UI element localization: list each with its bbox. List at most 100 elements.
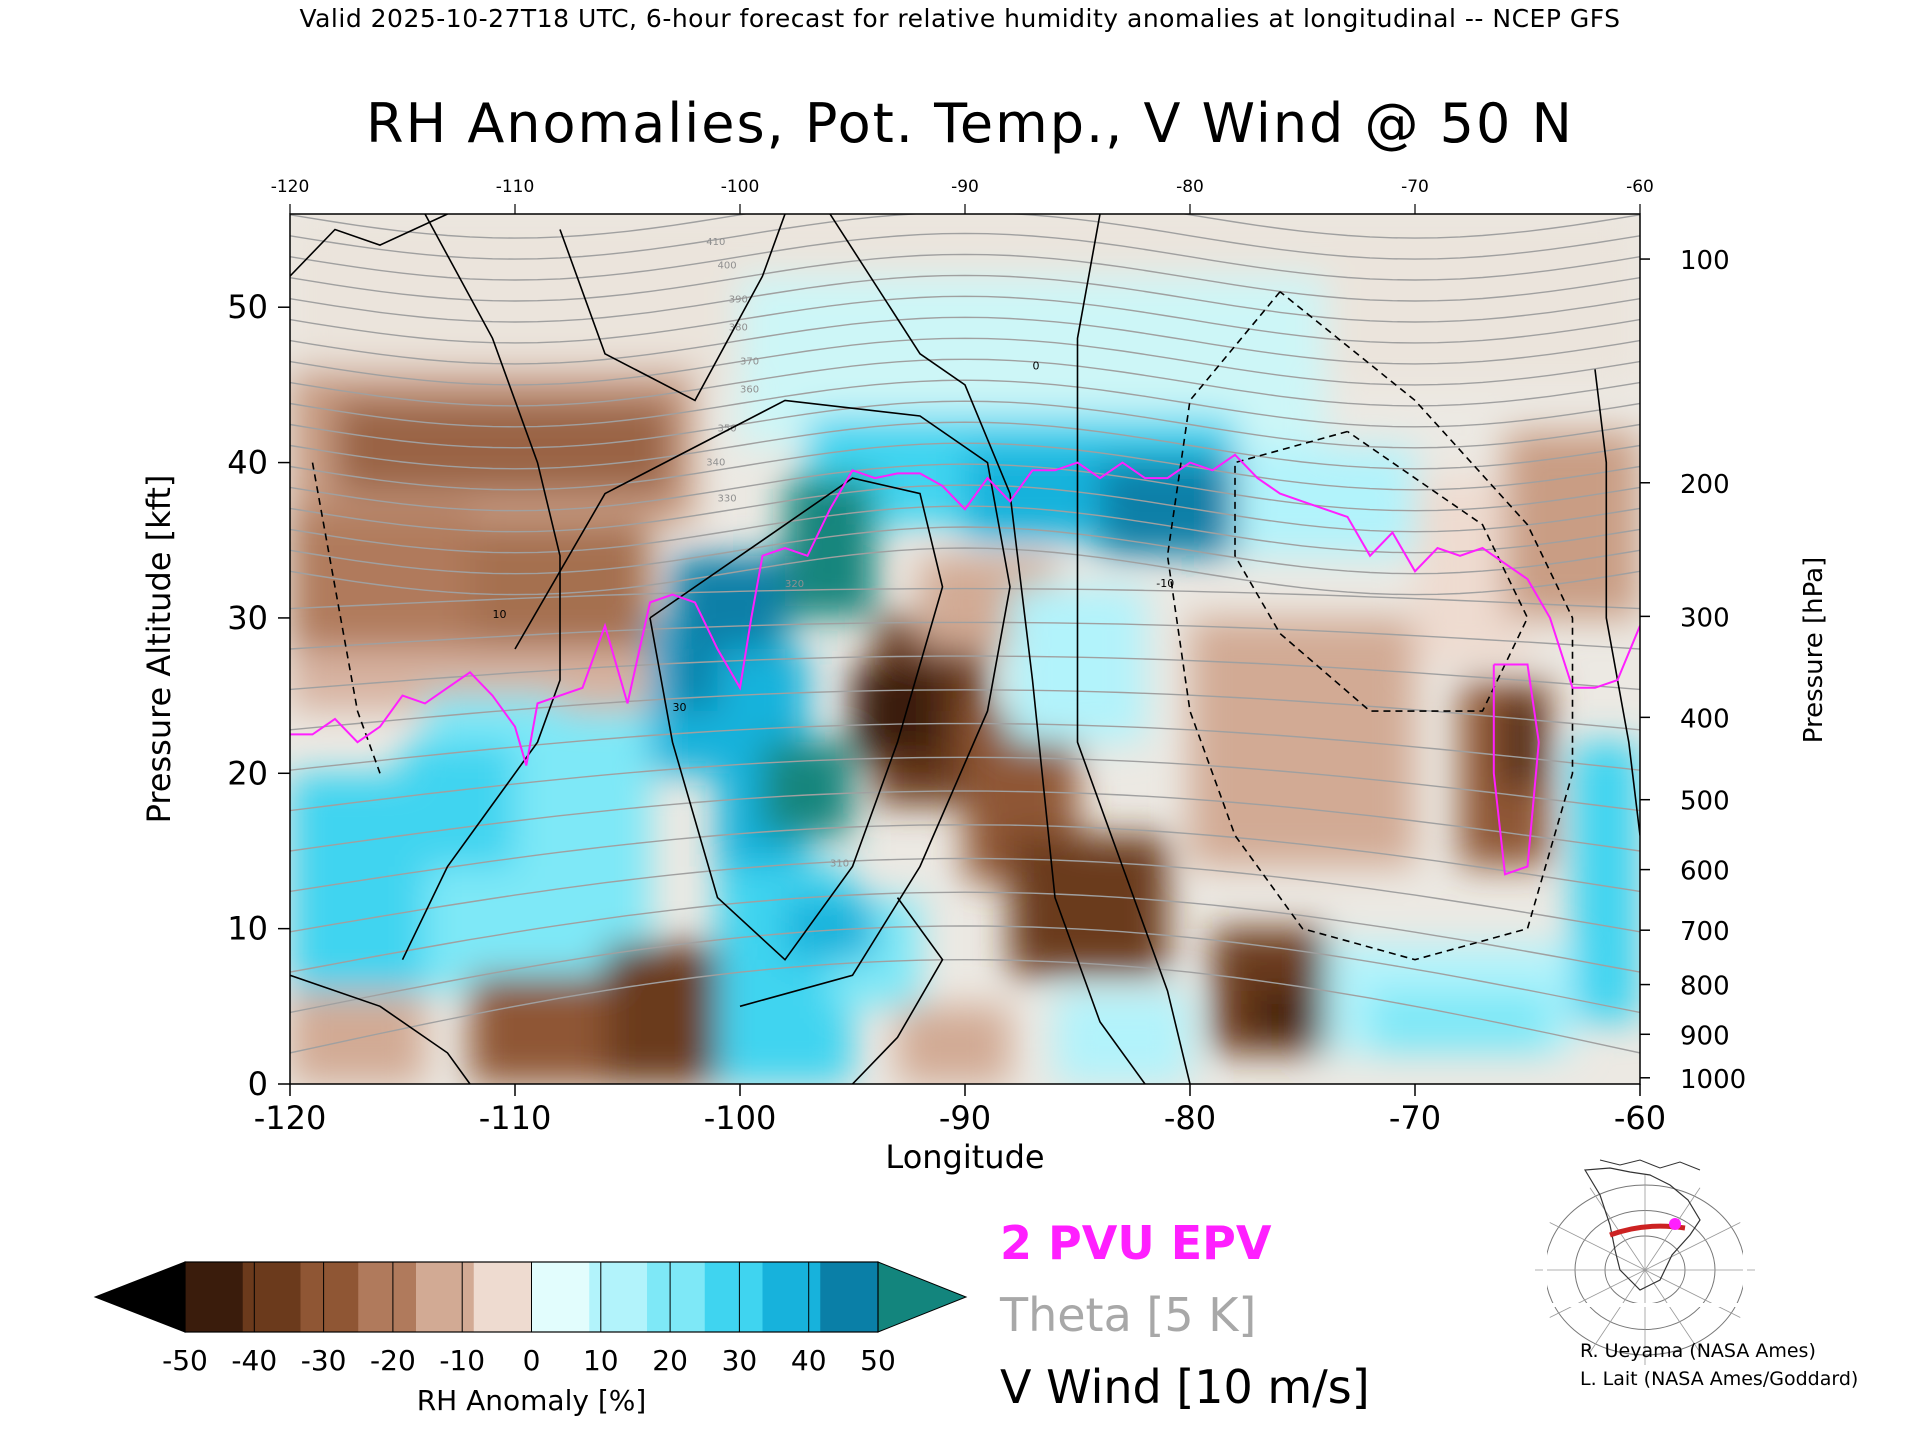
colorbar-tick-label: -10 [439,1344,485,1377]
theta-isentrope [290,400,1640,449]
x-tick-label: -90 [939,1099,991,1137]
x-top-tick-label: -80 [1176,177,1204,197]
rh-patch-24 [762,742,853,836]
theta-label: 310 [830,859,849,870]
theta-label: 390 [729,295,748,306]
pressure-tick-label: 900 [1680,1021,1730,1051]
vwind-label: 30 [673,701,687,714]
legend-epv: 2 PVU EPV [1000,1216,1272,1270]
theta-label: 400 [718,260,737,271]
theta-isentrope [290,689,1640,731]
colorbar-tick-label: 30 [722,1344,758,1377]
x-tick-label: -60 [1614,1099,1666,1137]
theta-isentrope [290,505,1640,554]
credit-ueyama: R. Ueyama (NASA Ames) [1580,1340,1816,1362]
x-tick-label: -100 [704,1099,777,1137]
vwind-contour [311,462,381,774]
colorbar-band [416,1262,475,1332]
theta-isentrope [290,925,1640,1014]
theta-isentrope [290,253,1640,302]
colorbar-band [704,1262,763,1332]
theta-isentrope [290,214,1640,239]
theta-isentrope [290,358,1640,407]
colorbar-band [647,1262,706,1332]
colorbar-tick-label: -40 [231,1344,277,1377]
epv-2pvu-line [290,453,1640,766]
theta-isentrope [290,756,1640,812]
chart-title: RH Anomalies, Pot. Temp., V Wind @ 50 N [366,92,1574,155]
vwind-contour [851,897,944,1084]
theta-isentrope [290,316,1640,365]
vwind-contour [559,214,786,402]
theta-isentrope [290,824,1640,893]
theta-isentrope [290,857,1640,933]
vwind-contour [1594,369,1640,836]
colorbar-tick-label: 50 [860,1344,896,1377]
theta-label: 370 [740,357,759,368]
x-axis-label: Longitude [885,1138,1044,1176]
vwind-contour [290,214,448,277]
theta-label: 330 [718,493,737,504]
theta-label: 320 [785,579,804,590]
colorbar-tick-label: 10 [583,1344,619,1377]
theta-isentrope [290,337,1640,386]
y-tick-label: 20 [227,754,268,792]
colorbar-high-arrow [877,1261,968,1333]
inset-meridian [1644,1222,1741,1271]
theta-label: 350 [718,424,737,435]
pressure-tick-label: 400 [1680,704,1730,734]
theta-label: 340 [706,458,725,469]
y-tick-label: 0 [248,1065,268,1103]
theta-isentrope [290,274,1640,323]
epv-2pvu-fold [1492,663,1540,876]
pressure-tick-label: 800 [1680,972,1730,1002]
x-top-tick-label: -120 [271,177,310,197]
x-tick-label: -70 [1389,1099,1441,1137]
theta-isentrope [290,587,1640,610]
pressure-tick-label: 500 [1680,787,1730,817]
credit-lait: L. Lait (NASA Ames/Goddard) [1580,1368,1859,1390]
x-tick-label: -120 [254,1099,327,1137]
colorbar-tick-label: 20 [652,1344,688,1377]
colorbar-tick-label: 40 [791,1344,827,1377]
theta-isentrope [290,463,1640,512]
theta-isentrope [290,526,1640,575]
theta-isentrope [290,295,1640,344]
x-top-tick-label: -70 [1401,177,1429,197]
legend-theta: Theta [5 K] [1000,1288,1257,1342]
vwind-label: 10 [493,608,507,621]
colorbar-band [300,1262,359,1332]
theta-isentrope [290,232,1640,281]
inset-map [1535,1153,1755,1365]
y-tick-label: 50 [227,288,268,326]
vwind-contour [649,477,944,961]
theta-isentrope [290,379,1640,428]
vwind-contour [514,399,1011,1008]
pressure-tick-label: 700 [1680,917,1730,947]
vwind-label: -10 [1156,577,1174,590]
theta-isentrope [290,959,1640,1054]
theta-isentrope [290,722,1640,771]
x-top-tick-label: -100 [721,177,760,197]
pressure-tick-label: 200 [1680,470,1730,500]
rh-patch-36 [1257,990,1303,1038]
x-tick-label: -110 [479,1099,552,1137]
pressure-tick-label: 300 [1680,603,1730,633]
y-tick-label: 30 [227,599,268,637]
colorbar-band [820,1262,879,1332]
rh-patch-3 [290,509,470,665]
x-top-tick-label: -110 [496,177,535,197]
vwind-contour [829,214,1146,1084]
valid-line: Valid 2025-10-27T18 UTC, 6-hour forecast… [299,4,1621,33]
vwind-contour [401,214,561,961]
x-top-tick-label: -60 [1626,177,1654,197]
theta-label: 360 [740,385,759,396]
inset-arctic-coast [1599,1159,1701,1171]
colorbar-tick-label: -20 [370,1344,416,1377]
inset-meridian [1589,1187,1646,1271]
rh-patch-43 [897,1006,1010,1084]
theta-label: 380 [729,323,748,334]
rh-patch-34 [1190,617,1415,867]
vwind-contour [290,974,471,1084]
